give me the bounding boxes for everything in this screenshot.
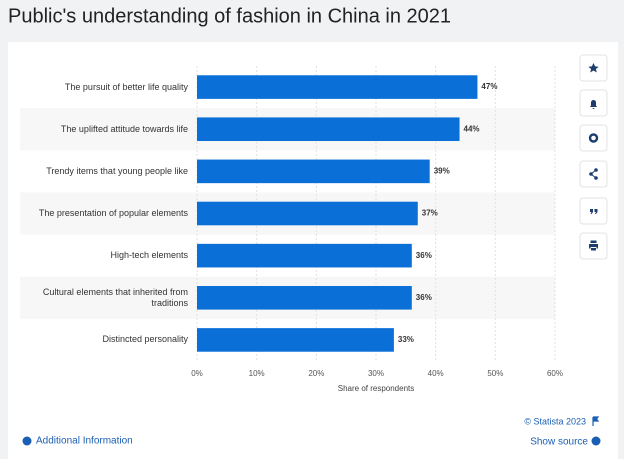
data-label: 36% — [416, 251, 432, 260]
gear-icon — [588, 133, 599, 143]
bar — [197, 75, 478, 99]
chart-title: Public's understanding of fashion in Chi… — [8, 5, 451, 27]
y-tick-label: Trendy items that young people like — [46, 165, 188, 176]
cite-button[interactable] — [579, 197, 608, 225]
data-label: 47% — [481, 82, 497, 91]
data-label: 39% — [434, 166, 450, 175]
x-tick-label: 50% — [487, 369, 503, 378]
y-tick-label: The presentation of popular elements — [38, 207, 188, 218]
y-tick-label: High-tech elements — [110, 250, 188, 261]
x-tick-label: 60% — [547, 369, 563, 378]
info-icon — [591, 436, 601, 446]
x-tick-label: 30% — [368, 369, 384, 378]
category-label-box: High-tech elements — [110, 250, 188, 261]
y-tick-label: The pursuit of better life quality — [64, 81, 188, 92]
data-label: 33% — [398, 335, 414, 344]
category-label-box: The uplifted attitude towards life — [60, 123, 188, 134]
category-label-box: The pursuit of better life quality — [64, 81, 188, 92]
copyright: © Statista 2023 — [524, 416, 586, 426]
star-icon — [588, 63, 599, 73]
bar — [197, 243, 412, 268]
share-button[interactable] — [579, 160, 608, 188]
data-label: 44% — [464, 124, 480, 133]
y-tick-label: Distincted personality — [102, 334, 188, 345]
bar — [197, 117, 460, 142]
category-label-box: Trendy items that young people like — [46, 165, 188, 176]
x-axis-title: Share of respondents — [338, 384, 415, 393]
y-tick-label: Cultural elements that inherited from tr… — [42, 286, 188, 308]
share-icon — [589, 168, 598, 180]
x-tick-label: 40% — [428, 369, 444, 378]
x-tick-label: 10% — [249, 369, 265, 378]
bar — [197, 201, 418, 226]
data-label: 36% — [416, 293, 432, 302]
category-label-box: The presentation of popular elements — [38, 207, 188, 218]
settings-button[interactable] — [579, 124, 608, 152]
info-icon — [22, 436, 32, 446]
data-label: 37% — [422, 209, 438, 218]
toolbar — [579, 54, 608, 260]
category-label-box: Distincted personality — [102, 334, 188, 345]
plot: 0% 10% 20% 30% 40% 50% 60% The pursuit of bette… — [20, 66, 563, 378]
category-label-box: Cultural elements that inherited from tr… — [42, 286, 188, 308]
bell-icon — [590, 100, 597, 109]
bar — [197, 285, 412, 310]
y-tick-label: The uplifted attitude towards life — [60, 123, 188, 134]
bar — [197, 328, 394, 352]
x-tick-label: 20% — [308, 369, 324, 378]
show-source-link[interactable]: Show source — [530, 437, 588, 448]
additional-information-link[interactable]: Additional Information — [36, 436, 133, 447]
bar — [197, 159, 430, 184]
print-icon — [589, 240, 598, 251]
flag-icon — [592, 416, 600, 426]
x-tick-label: 0% — [191, 369, 203, 378]
quote-icon — [590, 209, 598, 214]
